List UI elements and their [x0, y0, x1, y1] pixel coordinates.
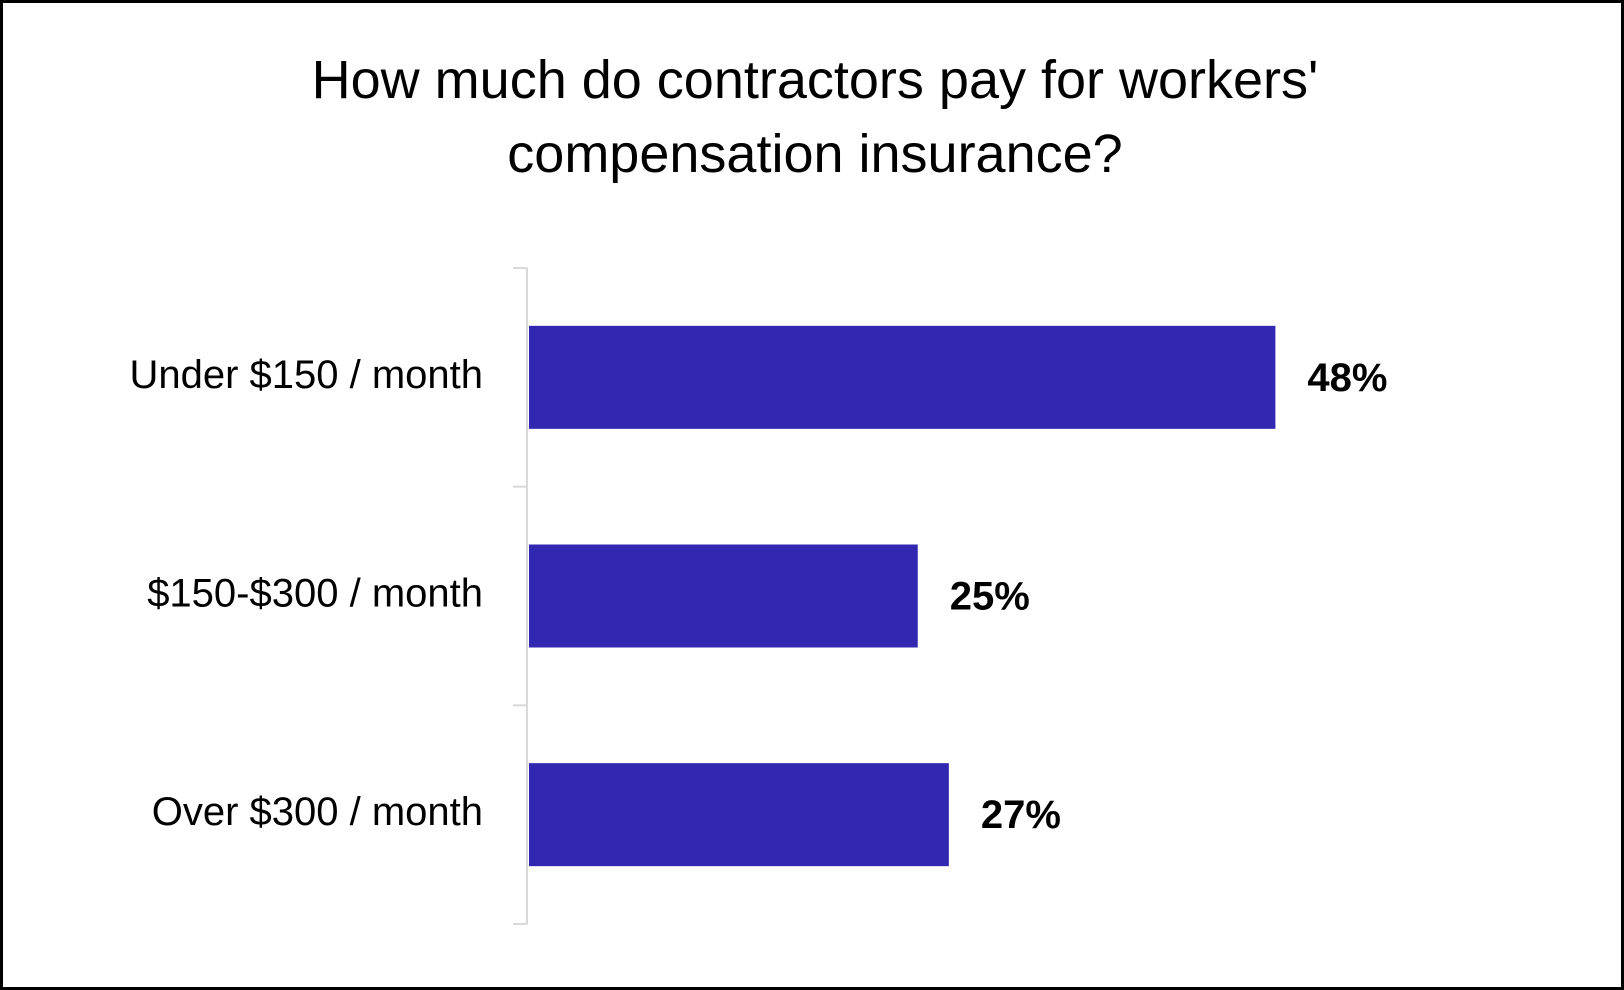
data-label: 48% [1307, 356, 1387, 400]
chart-title-line-1: How much do contractors pay for workers' [311, 50, 1319, 110]
chart-title-line-2: compensation insurance? [507, 124, 1123, 184]
chart-title: How much do contractors pay for workers'… [3, 43, 1624, 191]
bar [529, 325, 1276, 429]
category-label: Over $300 / month [152, 790, 483, 834]
bar [529, 763, 949, 867]
category-label: Under $150 / month [129, 353, 483, 397]
bar [529, 544, 918, 648]
category-label: $150-$300 / month [147, 572, 483, 616]
data-label: 27% [981, 793, 1061, 837]
data-label: 25% [950, 575, 1030, 619]
